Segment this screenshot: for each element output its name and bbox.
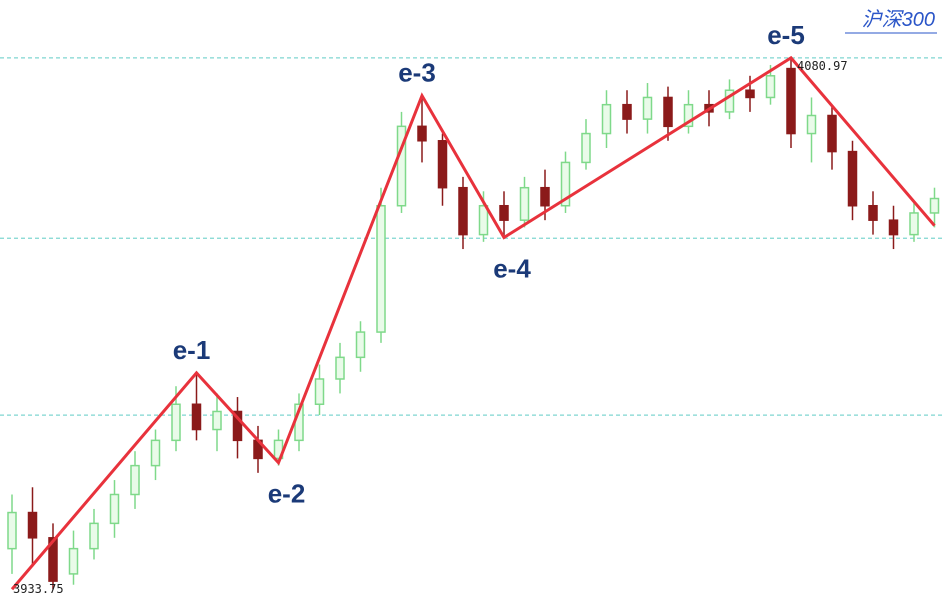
wave-label: e-3 bbox=[398, 58, 436, 88]
candle-body bbox=[560, 161, 571, 207]
candle-body bbox=[314, 378, 325, 406]
candle-body bbox=[888, 219, 899, 236]
candle-body bbox=[417, 125, 427, 142]
candle-body bbox=[909, 212, 919, 236]
candle-body bbox=[130, 464, 140, 496]
wave-line bbox=[10, 55, 936, 591]
candle-body bbox=[232, 410, 243, 442]
candle-body bbox=[437, 140, 448, 189]
candle-body bbox=[335, 356, 345, 380]
chart-title: 沪深300 bbox=[862, 9, 935, 31]
candle-body bbox=[396, 125, 407, 207]
candle-body bbox=[827, 114, 837, 153]
wave-label: e-2 bbox=[268, 479, 306, 509]
price-label: 4080.97 bbox=[797, 59, 848, 73]
candle-body bbox=[48, 537, 58, 582]
candle-body bbox=[212, 410, 222, 431]
candle-body bbox=[7, 511, 17, 550]
candle-body bbox=[478, 204, 489, 236]
wave-label: e-5 bbox=[767, 20, 805, 50]
candle-body bbox=[499, 204, 509, 221]
candle-body bbox=[519, 186, 530, 221]
candle-body bbox=[765, 75, 776, 99]
wave-label: e-4 bbox=[493, 254, 531, 284]
candle-body bbox=[642, 96, 653, 120]
candle-body bbox=[683, 103, 694, 128]
wave-label: e-1 bbox=[173, 335, 211, 365]
candle-body bbox=[786, 67, 796, 135]
candle-body bbox=[109, 493, 120, 525]
candle-body bbox=[663, 96, 673, 128]
candle-body bbox=[601, 103, 612, 135]
candle-body bbox=[745, 89, 755, 99]
price-label: 3933.75 bbox=[13, 582, 64, 596]
candle-body bbox=[458, 186, 468, 236]
candle-body bbox=[27, 511, 38, 539]
candle-body bbox=[847, 150, 858, 207]
candle-body bbox=[68, 547, 79, 575]
candle-body bbox=[622, 103, 632, 120]
candle-body bbox=[150, 439, 161, 467]
candle-body bbox=[806, 114, 817, 135]
candle-body bbox=[171, 403, 181, 442]
candle-body bbox=[581, 132, 591, 164]
candle-body bbox=[540, 186, 550, 207]
candle-body bbox=[191, 403, 202, 431]
candle-body bbox=[868, 204, 878, 221]
candle-body bbox=[929, 197, 940, 214]
candle-body bbox=[89, 522, 99, 550]
candle-body bbox=[724, 89, 735, 113]
candle-body bbox=[376, 204, 386, 333]
candle-body bbox=[355, 331, 366, 359]
